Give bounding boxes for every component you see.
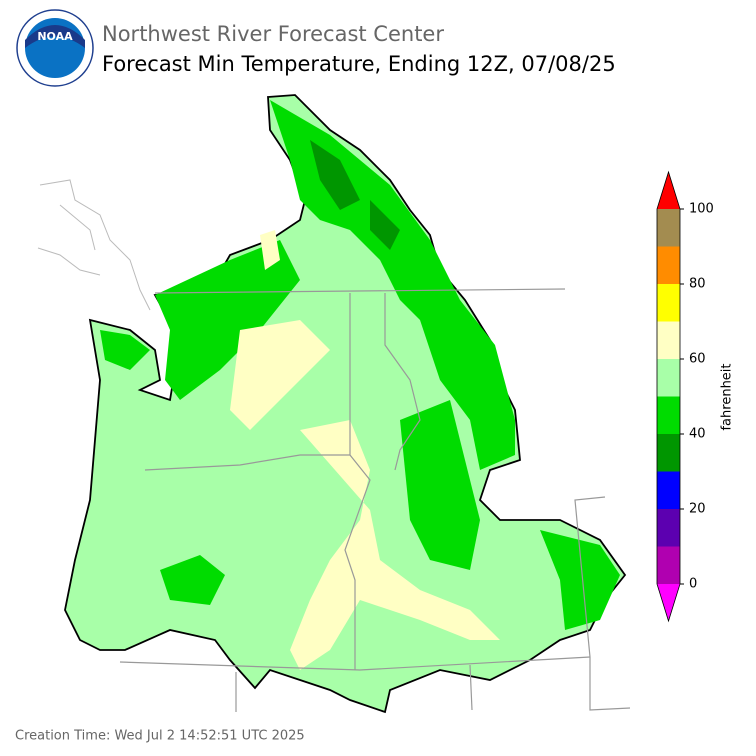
colorbar-segment xyxy=(657,246,680,284)
colorbar-segment xyxy=(657,546,680,584)
colorbar-segment xyxy=(657,471,680,509)
colorbar-segment xyxy=(657,396,680,434)
creation-time: Creation Time: Wed Jul 2 14:52:51 UTC 20… xyxy=(15,729,305,744)
colorbar-segment xyxy=(657,209,680,247)
colorbar-segment xyxy=(657,434,680,472)
agency-title: Northwest River Forecast Center xyxy=(102,22,444,46)
colorbar-label: fahrenheit xyxy=(720,363,735,430)
map-title: Forecast Min Temperature, Ending 12Z, 07… xyxy=(102,52,616,76)
colorbar-tick-label: 80 xyxy=(689,277,706,292)
logo-text: NOAA xyxy=(37,30,73,43)
colorbar: 0 20 40 60 80 100 xyxy=(656,170,714,623)
colorbar-tick-label: 40 xyxy=(689,427,706,442)
map xyxy=(37,94,631,714)
colorbar-segment xyxy=(657,284,680,322)
colorbar-tick-label: 60 xyxy=(689,352,706,367)
colorbar-segment xyxy=(657,321,680,359)
noaa-logo: NOAA xyxy=(16,9,94,87)
colorbar-tick-label: 0 xyxy=(689,577,697,592)
colorbar-over-arrow xyxy=(657,172,680,209)
colorbar-segment xyxy=(657,509,680,547)
colorbar-tick-label: 20 xyxy=(689,502,706,517)
colorbar-segment xyxy=(657,359,680,397)
colorbar-tick-label: 100 xyxy=(689,202,714,217)
colorbar-under-arrow xyxy=(657,584,680,621)
